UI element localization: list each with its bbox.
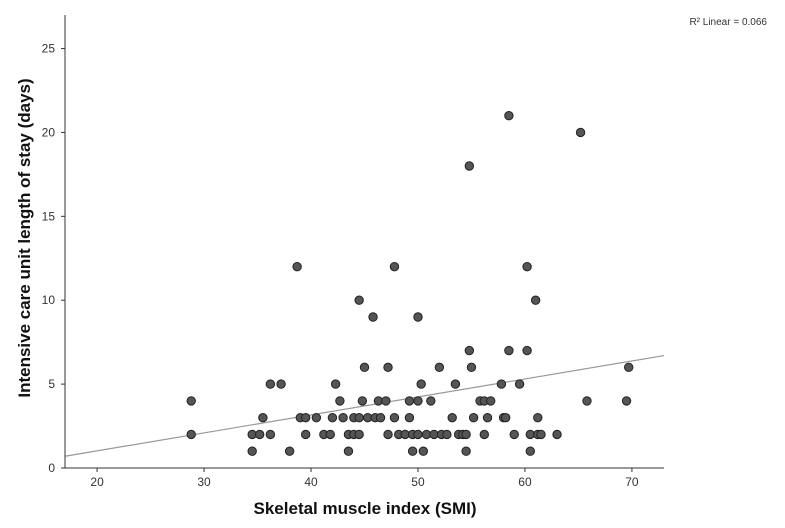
r-squared-annotation: R² Linear = 0.066 xyxy=(689,17,767,28)
data-point xyxy=(284,446,295,456)
data-point xyxy=(276,379,286,389)
x-axis-title: Skeletal muscle index (SMI) xyxy=(254,499,477,518)
data-point xyxy=(300,429,311,440)
data-point xyxy=(325,429,335,440)
data-point xyxy=(500,412,511,423)
ticks-layer: 20 30 40 50 60 70 0 5 10 15 20 25 xyxy=(42,42,639,489)
data-point xyxy=(582,396,592,406)
data-point xyxy=(383,362,393,373)
data-point xyxy=(624,362,634,373)
data-point xyxy=(338,412,348,423)
data-point xyxy=(504,110,514,121)
data-point xyxy=(504,345,514,356)
data-point xyxy=(482,412,493,423)
data-point xyxy=(468,412,479,423)
data-point xyxy=(265,429,276,440)
data-point xyxy=(383,429,393,440)
linear-fit-line xyxy=(64,354,665,457)
data-point xyxy=(186,429,196,440)
data-point xyxy=(389,261,400,272)
data-point xyxy=(404,412,415,423)
data-point xyxy=(359,362,370,373)
data-point xyxy=(335,396,345,406)
data-point xyxy=(575,127,586,138)
data-point xyxy=(418,446,429,456)
data-point xyxy=(496,379,507,389)
data-point xyxy=(413,429,423,440)
data-point xyxy=(354,295,364,305)
data-point xyxy=(522,261,532,272)
data-point xyxy=(447,412,457,423)
data-point xyxy=(404,396,415,406)
data-point xyxy=(552,429,562,440)
data-point xyxy=(461,429,471,440)
y-tick-label: 5 xyxy=(48,377,55,391)
data-point xyxy=(381,396,391,406)
data-point xyxy=(330,379,341,389)
data-point xyxy=(450,379,461,389)
data-point xyxy=(530,295,541,305)
data-point xyxy=(461,446,471,456)
data-point xyxy=(509,429,519,440)
points-layer xyxy=(186,110,634,456)
data-point xyxy=(413,396,423,406)
y-axis-title: Intensive care unit length of stay (days… xyxy=(15,78,34,397)
axes-layer xyxy=(64,15,664,469)
x-tick-label: 50 xyxy=(411,475,425,489)
data-point xyxy=(413,312,423,322)
data-point xyxy=(354,429,364,440)
y-tick-label: 10 xyxy=(42,293,56,307)
data-point xyxy=(300,412,311,423)
data-point xyxy=(327,412,338,423)
data-point xyxy=(407,446,418,456)
data-point xyxy=(258,412,268,423)
y-tick-label: 15 xyxy=(42,209,56,223)
data-point xyxy=(416,379,426,389)
data-point xyxy=(522,345,532,356)
data-point xyxy=(536,429,546,440)
data-point xyxy=(442,429,452,440)
data-point xyxy=(311,412,322,423)
x-tick-label: 60 xyxy=(518,475,532,489)
data-point xyxy=(533,412,543,423)
y-tick-label: 0 xyxy=(48,461,55,475)
y-tick-label: 25 xyxy=(42,42,56,56)
x-tick-label: 40 xyxy=(304,475,318,489)
data-point xyxy=(375,412,386,423)
x-tick-label: 30 xyxy=(197,475,211,489)
data-point xyxy=(368,312,378,322)
data-point xyxy=(464,345,475,356)
data-point xyxy=(247,446,257,456)
data-point xyxy=(292,261,302,272)
data-point xyxy=(254,429,265,440)
data-point xyxy=(479,429,489,440)
data-point xyxy=(466,362,477,373)
data-point xyxy=(514,379,525,389)
data-point xyxy=(389,412,400,423)
data-point xyxy=(265,379,276,389)
data-point xyxy=(486,396,496,406)
fit-line-layer xyxy=(64,354,665,457)
data-point xyxy=(343,446,354,456)
data-point xyxy=(186,396,196,406)
data-point xyxy=(525,446,535,456)
y-tick-label: 20 xyxy=(42,125,56,139)
x-tick-label: 70 xyxy=(625,475,639,489)
data-point xyxy=(464,161,475,171)
data-point xyxy=(357,396,368,406)
data-point xyxy=(434,362,445,373)
x-tick-label: 20 xyxy=(90,475,104,489)
data-point xyxy=(621,396,632,406)
data-point xyxy=(354,412,364,423)
data-point xyxy=(426,396,436,406)
